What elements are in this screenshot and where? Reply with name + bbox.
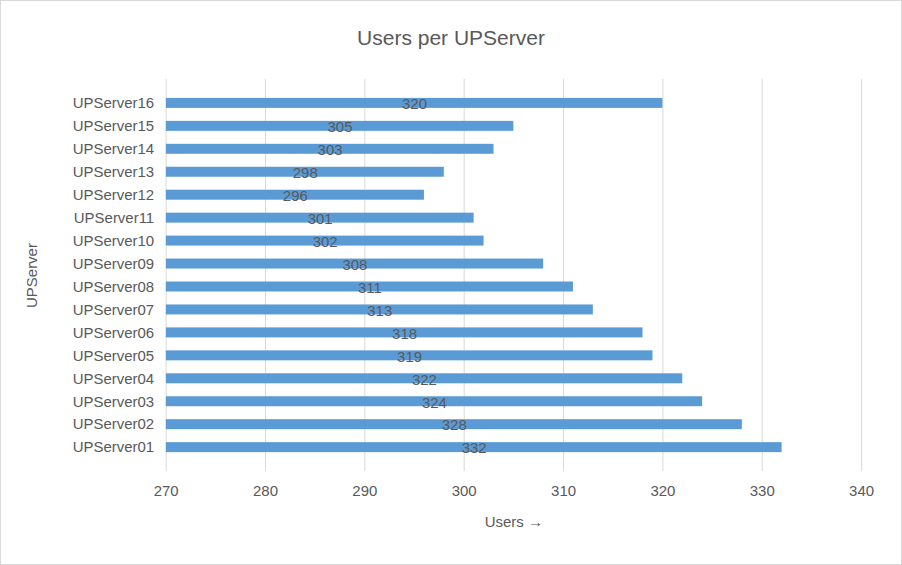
- svg-text:UPServer05: UPServer05: [73, 347, 154, 364]
- svg-text:318: 318: [392, 325, 417, 342]
- svg-text:UPServer16: UPServer16: [73, 94, 154, 111]
- svg-text:UPServer13: UPServer13: [73, 163, 154, 180]
- svg-text:324: 324: [422, 394, 447, 411]
- svg-text:296: 296: [283, 187, 308, 204]
- svg-text:270: 270: [154, 482, 179, 499]
- svg-text:UPServer15: UPServer15: [73, 117, 154, 134]
- svg-text:280: 280: [253, 482, 278, 499]
- svg-text:UPServer01: UPServer01: [73, 438, 154, 455]
- svg-text:UPServer11: UPServer11: [74, 209, 154, 226]
- svg-text:302: 302: [313, 233, 338, 250]
- svg-text:UPServer: UPServer: [23, 243, 40, 308]
- svg-text:320: 320: [402, 95, 427, 112]
- svg-text:290: 290: [352, 482, 377, 499]
- svg-text:320: 320: [650, 482, 675, 499]
- svg-text:328: 328: [442, 416, 467, 433]
- svg-text:305: 305: [328, 118, 353, 135]
- svg-text:340: 340: [849, 482, 874, 499]
- svg-text:330: 330: [750, 482, 775, 499]
- svg-text:UPServer12: UPServer12: [73, 186, 154, 203]
- svg-text:332: 332: [462, 439, 487, 456]
- svg-text:301: 301: [308, 210, 333, 227]
- svg-text:UPServer07: UPServer07: [73, 301, 154, 318]
- svg-text:313: 313: [367, 302, 392, 319]
- svg-text:319: 319: [397, 348, 422, 365]
- svg-text:300: 300: [452, 482, 477, 499]
- svg-text:Users →: Users →: [485, 513, 543, 530]
- svg-text:UPServer10: UPServer10: [73, 232, 154, 249]
- svg-text:303: 303: [318, 141, 343, 158]
- svg-text:310: 310: [551, 482, 576, 499]
- svg-text:311: 311: [358, 279, 382, 296]
- svg-text:UPServer03: UPServer03: [73, 393, 154, 410]
- svg-text:UPServer04: UPServer04: [73, 370, 154, 387]
- svg-text:UPServer08: UPServer08: [73, 278, 154, 295]
- svg-text:UPServer02: UPServer02: [73, 415, 154, 432]
- svg-text:308: 308: [342, 256, 367, 273]
- svg-text:UPServer14: UPServer14: [73, 140, 154, 157]
- svg-text:298: 298: [293, 164, 318, 181]
- html-text:Users per UPServer: Users per UPServer: [357, 26, 545, 49]
- svg-text:UPServer09: UPServer09: [73, 255, 154, 272]
- svg-text:UPServer06: UPServer06: [73, 324, 154, 341]
- svg-text:322: 322: [412, 371, 437, 388]
